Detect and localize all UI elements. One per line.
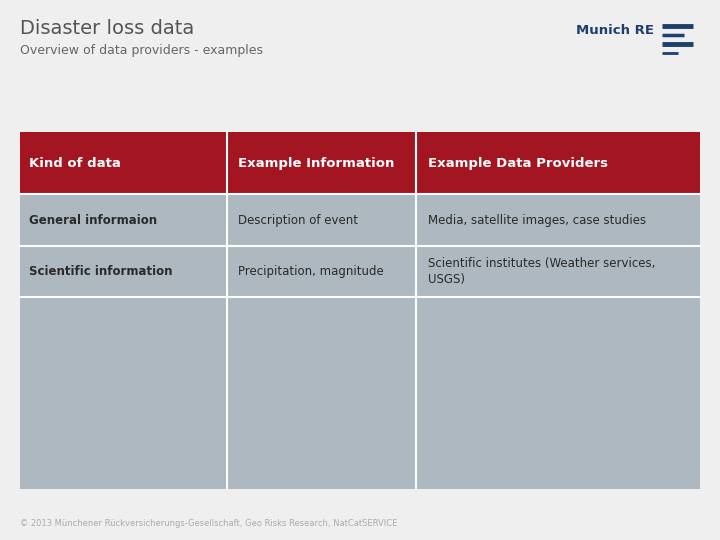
Text: Example Information: Example Information: [238, 157, 394, 170]
Text: Overview of data providers - examples: Overview of data providers - examples: [20, 44, 264, 57]
FancyBboxPatch shape: [20, 132, 700, 194]
FancyBboxPatch shape: [20, 132, 700, 489]
Text: © 2013 Münchener Rückversicherungs-Gesellschaft, Geo Risks Research, NatCatSERVI: © 2013 Münchener Rückversicherungs-Gesel…: [20, 519, 397, 528]
Text: Scientific institutes (Weather services,
USGS): Scientific institutes (Weather services,…: [428, 257, 655, 286]
Text: Precipitation, magnitude: Precipitation, magnitude: [238, 265, 383, 278]
Text: Disaster loss data: Disaster loss data: [20, 19, 194, 38]
Text: Example Data Providers: Example Data Providers: [428, 157, 608, 170]
Text: Description of event: Description of event: [238, 213, 358, 227]
Text: Media, satellite images, case studies: Media, satellite images, case studies: [428, 213, 646, 227]
Text: Scientific information: Scientific information: [29, 265, 172, 278]
Text: Munich RE: Munich RE: [576, 24, 654, 37]
Text: Kind of data: Kind of data: [29, 157, 121, 170]
Text: General informaion: General informaion: [29, 213, 157, 227]
